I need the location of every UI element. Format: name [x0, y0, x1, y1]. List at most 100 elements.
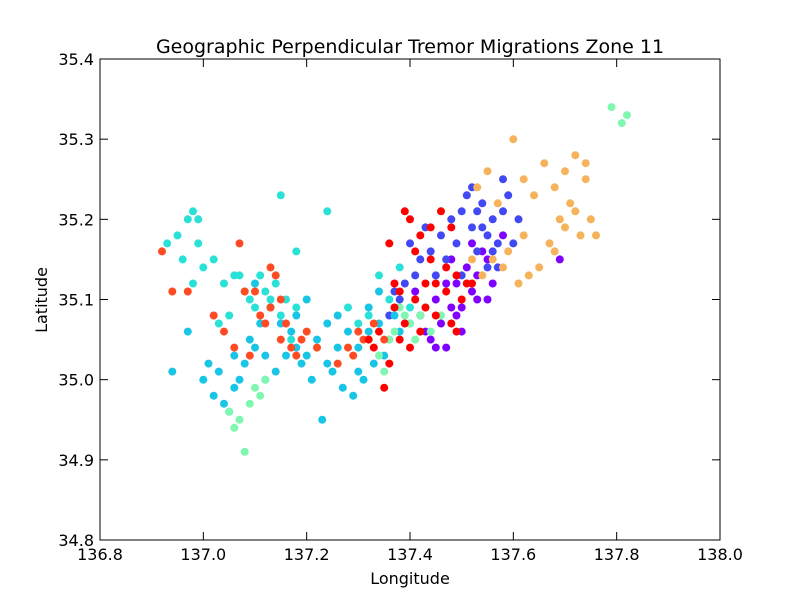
data-point — [524, 271, 533, 280]
data-point — [328, 367, 337, 376]
data-point — [380, 335, 389, 344]
data-point — [199, 263, 208, 272]
data-point — [478, 271, 487, 280]
data-point — [287, 343, 296, 352]
data-point — [483, 231, 492, 240]
data-point — [364, 311, 373, 320]
data-point — [421, 303, 430, 312]
data-point — [235, 239, 244, 248]
data-point — [416, 231, 425, 240]
data-point — [535, 263, 544, 272]
data-point — [468, 255, 476, 264]
x-axis-label: Longitude — [370, 569, 450, 588]
data-point — [266, 295, 275, 304]
data-point — [245, 399, 254, 408]
data-point — [421, 279, 430, 288]
data-point — [276, 335, 285, 344]
data-point — [406, 215, 414, 224]
data-point — [261, 319, 270, 328]
data-point — [519, 231, 528, 240]
data-point — [550, 183, 559, 192]
data-point — [483, 263, 492, 272]
x-tick-label: 138.0 — [697, 545, 743, 564]
data-point — [292, 311, 301, 320]
data-point — [261, 375, 270, 384]
data-point — [204, 359, 213, 368]
data-point — [400, 319, 409, 328]
data-point — [452, 239, 461, 248]
data-point — [178, 255, 187, 264]
data-point — [581, 159, 590, 168]
data-point — [256, 311, 265, 320]
data-point — [581, 175, 590, 184]
x-tick-label: 136.8 — [77, 545, 123, 564]
data-point — [385, 239, 394, 248]
data-point — [447, 223, 456, 232]
data-point — [426, 247, 435, 256]
data-point — [395, 295, 404, 304]
data-point — [566, 199, 575, 208]
data-point — [431, 271, 440, 280]
y-tick-label: 35.1 — [58, 291, 94, 310]
data-point — [230, 423, 239, 432]
data-point — [550, 247, 559, 256]
data-point — [375, 287, 383, 296]
data-point — [447, 215, 456, 224]
data-point — [251, 279, 259, 288]
data-point — [240, 359, 249, 368]
data-point — [292, 351, 301, 360]
data-point — [452, 311, 461, 320]
data-point — [194, 215, 203, 224]
data-point — [514, 215, 523, 224]
data-point — [561, 223, 569, 232]
data-point — [617, 119, 626, 128]
data-point — [400, 311, 409, 320]
data-point — [266, 263, 275, 272]
data-point — [230, 343, 239, 352]
data-point — [499, 263, 507, 272]
data-point — [251, 383, 259, 392]
data-point — [400, 207, 409, 216]
data-point — [488, 279, 497, 288]
data-point — [183, 215, 192, 224]
data-point — [354, 319, 363, 328]
data-point — [509, 239, 518, 248]
data-point — [452, 271, 461, 280]
data-point — [292, 247, 301, 256]
data-point — [447, 303, 456, 312]
data-point — [251, 343, 259, 352]
data-point — [318, 415, 327, 424]
y-tick-label: 35.2 — [58, 210, 94, 229]
data-point — [369, 319, 378, 328]
data-point — [313, 335, 321, 344]
data-point — [364, 335, 373, 344]
data-point — [504, 191, 513, 200]
data-point — [571, 151, 580, 160]
x-tick-label: 137.8 — [594, 545, 640, 564]
data-point — [488, 247, 497, 256]
data-point — [395, 335, 404, 344]
data-point — [220, 279, 228, 288]
data-point — [287, 327, 296, 336]
x-axis: 136.8 137.0 137.2 137.4 137.6 137.8 138.0 — [77, 59, 743, 564]
data-point — [499, 207, 507, 216]
data-point — [504, 247, 513, 256]
data-point — [442, 255, 451, 264]
data-point — [287, 335, 296, 344]
data-point — [276, 311, 285, 320]
data-point — [240, 287, 249, 296]
data-point — [344, 343, 352, 352]
data-point — [235, 375, 244, 384]
data-point — [426, 327, 435, 336]
data-point — [344, 327, 352, 336]
data-point — [473, 247, 482, 256]
data-point — [499, 175, 507, 184]
data-point — [369, 359, 378, 368]
data-point — [488, 255, 497, 264]
data-point — [261, 287, 270, 296]
data-point — [431, 343, 440, 352]
data-point — [437, 319, 445, 328]
data-point — [488, 215, 497, 224]
data-point — [442, 279, 451, 288]
